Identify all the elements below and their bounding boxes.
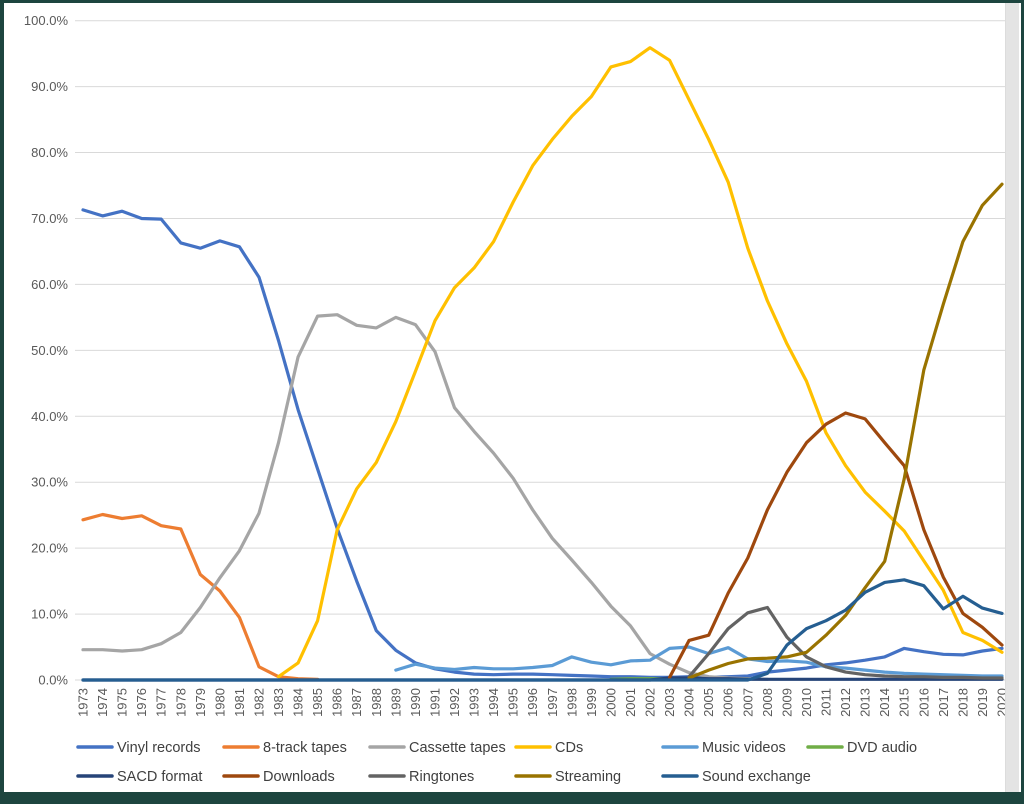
legend-item-label[interactable]: CDs (555, 740, 583, 756)
legend-item-label[interactable]: 8-track tapes (263, 740, 347, 756)
x-axis-tick-label: 1975 (115, 688, 130, 717)
series-line-cds (276, 46, 1004, 679)
right-scroll-strip[interactable] (1005, 3, 1019, 792)
y-axis-tick-label: 20.0% (31, 541, 68, 556)
x-axis-tick-label: 1999 (584, 688, 599, 717)
x-axis-tick-label: 2001 (623, 688, 638, 717)
series-line-vinyl-records (81, 208, 1004, 679)
legend-item-label[interactable]: Ringtones (409, 769, 474, 785)
x-axis-tick-label: 1976 (134, 688, 149, 717)
x-axis-tick-label: 2019 (975, 688, 990, 717)
x-axis-tick-label: 2015 (897, 688, 912, 717)
y-axis-tick-label: 30.0% (31, 475, 68, 490)
x-axis-tick-label: 2000 (603, 688, 618, 717)
legend-item-label[interactable]: Music videos (702, 740, 786, 756)
y-axis-tick-label: 10.0% (31, 607, 68, 622)
x-axis-tick-label: 2011 (819, 688, 834, 716)
legend-item-label[interactable]: Sound exchange (702, 769, 811, 785)
x-axis-tick-label: 1978 (173, 688, 188, 717)
y-axis-tick-label: 50.0% (31, 343, 68, 358)
x-axis-tick-label: 1981 (232, 688, 247, 717)
x-axis-tick-label: 1985 (310, 688, 325, 717)
x-axis-tick-label: 1982 (251, 688, 266, 717)
x-axis-tick-label: 2018 (955, 688, 970, 717)
x-axis-tick-label: 1997 (545, 688, 560, 717)
x-axis-tick-label: 2013 (858, 688, 873, 717)
y-axis-tick-label: 0.0% (38, 673, 68, 688)
y-axis-tick-label: 100.0% (24, 13, 69, 28)
x-axis-tick-label: 2004 (682, 688, 697, 717)
x-axis-tick-label: 2016 (916, 688, 931, 717)
x-axis-tick-label: 1998 (564, 688, 579, 717)
x-axis-tick-label: 2002 (643, 688, 658, 717)
series-line-ringtones (687, 605, 1004, 680)
x-axis-tick-label: 2012 (838, 688, 853, 717)
y-axis-tick-label: 60.0% (31, 277, 68, 292)
x-axis-tick-label: 1994 (486, 688, 501, 717)
x-axis-tick-label: 1986 (330, 688, 345, 717)
x-axis-tick-label: 2006 (721, 688, 736, 717)
y-axis-tick-label: 40.0% (31, 409, 68, 424)
x-axis-tick-label: 1991 (427, 688, 442, 717)
chart-canvas: 0.0% 10.0% 20.0% 30.0% 40.0% 50.0% 60.0% 70.0% 8… (4, 3, 1021, 792)
x-axis-tick-label: 2008 (760, 688, 775, 717)
series-line-downloads (668, 411, 1004, 679)
series-line-sound-exchange (81, 578, 1004, 682)
x-axis-tick-label: 2003 (662, 688, 677, 717)
x-axis-tick-label: 1995 (506, 688, 521, 717)
x-axis-tick-label: 1984 (291, 688, 306, 717)
line-chart: 0.0% 10.0% 20.0% 30.0% 40.0% 50.0% 60.0% 70.0% 8… (24, 13, 1010, 785)
x-axis-tick-label: 1974 (95, 688, 110, 717)
legend-item-label[interactable]: DVD audio (847, 740, 917, 756)
legend-item-label[interactable]: Cassette tapes (409, 740, 506, 756)
x-axis-tick-label: 1990 (408, 688, 423, 717)
x-axis-tick-label: 1979 (193, 688, 208, 717)
x-axis-tick-label: 1983 (271, 688, 286, 717)
x-axis-tick-label: 1996 (525, 688, 540, 717)
x-axis-tick-label: 2007 (740, 688, 755, 717)
x-axis-tick-label: 1973 (76, 688, 91, 717)
y-axis-tick-label: 90.0% (31, 79, 68, 94)
x-axis-tick-label: 1993 (467, 688, 482, 717)
x-axis-tick-label: 2005 (701, 688, 716, 717)
x-axis-tick-label: 2010 (799, 688, 814, 717)
series-line-cassette-tapes (81, 313, 769, 681)
series-line-8-track-tapes (81, 512, 320, 681)
legend-item-label[interactable]: Vinyl records (117, 740, 201, 756)
legend-item-label[interactable]: Downloads (263, 769, 335, 785)
legend-item-label[interactable]: SACD format (117, 769, 202, 785)
x-axis-tick-label: 1992 (447, 688, 462, 717)
y-axis-tick-label: 70.0% (31, 211, 68, 226)
x-axis-tick-label: 1989 (388, 688, 403, 717)
legend-item-label[interactable]: Streaming (555, 769, 621, 785)
x-axis-tick-label: 2014 (877, 688, 892, 717)
x-axis-tick-label: 1980 (212, 688, 227, 717)
x-axis-tick-label: 2009 (779, 688, 794, 717)
y-axis-tick-label: 80.0% (31, 145, 68, 160)
x-axis-tick-label: 2017 (936, 688, 951, 717)
series-line-music-videos (394, 645, 1004, 678)
series-line-streaming (687, 182, 1004, 680)
x-axis-tick-label: 1988 (369, 688, 384, 717)
x-axis-tick-label: 1987 (349, 688, 364, 717)
x-axis-tick-label: 1977 (154, 688, 169, 717)
